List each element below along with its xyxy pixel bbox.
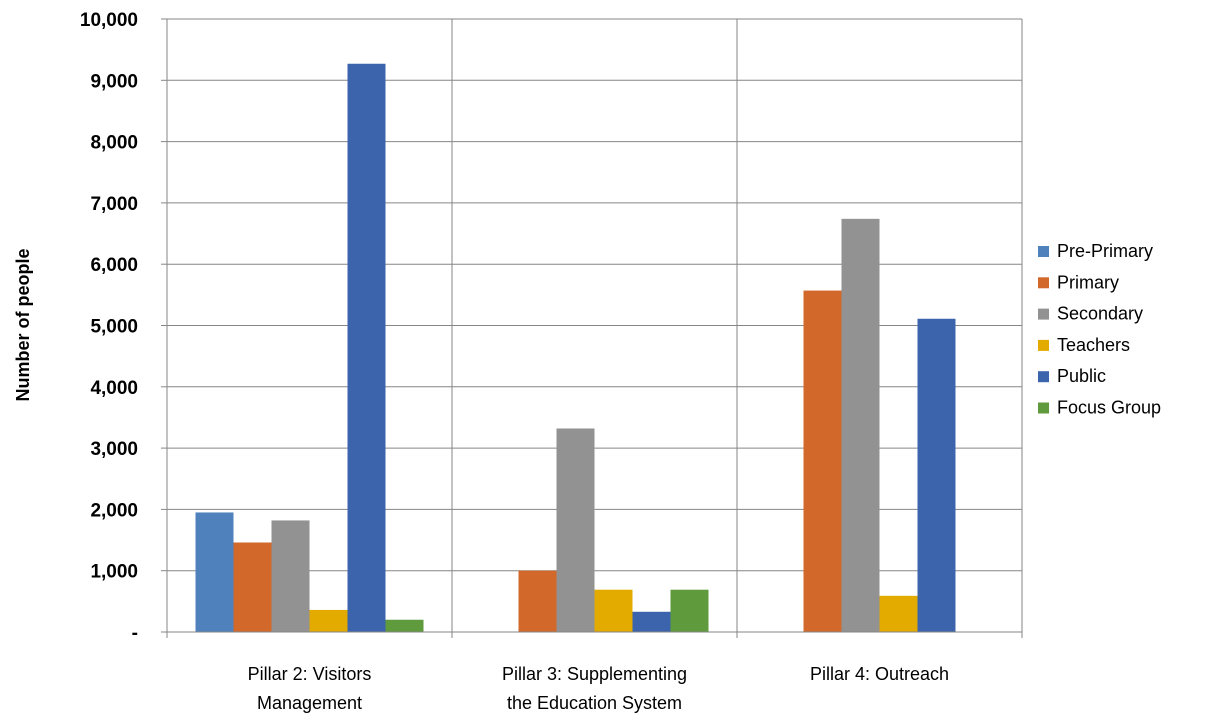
- bar-public: [632, 611, 671, 632]
- y-tick-label: 9,000: [90, 71, 138, 92]
- bar-teachers: [309, 609, 348, 632]
- x-category-label: Management: [257, 693, 362, 713]
- legend-swatch: [1038, 402, 1049, 414]
- y-tick-label: 2,000: [90, 500, 138, 521]
- y-tick-label: 7,000: [90, 194, 138, 215]
- legend-label: Teachers: [1057, 335, 1130, 355]
- legend-label: Secondary: [1057, 304, 1143, 324]
- bar-focus-group: [670, 589, 709, 632]
- legend-label: Primary: [1057, 272, 1119, 292]
- bar-pre-primary: [195, 512, 234, 632]
- bar-teachers: [879, 595, 918, 632]
- axes: [161, 18, 1023, 638]
- y-tick-label: 10,000: [80, 10, 138, 31]
- y-tick-label: 6,000: [90, 255, 138, 276]
- x-category-label: the Education System: [507, 693, 682, 713]
- legend-label: Focus Group: [1057, 398, 1161, 418]
- legend-label: Pre-Primary: [1057, 241, 1153, 261]
- x-category-label: Pillar 3: Supplementing: [502, 664, 687, 684]
- y-tick-label: -: [132, 623, 138, 644]
- bar-secondary: [556, 428, 595, 632]
- bars: [195, 63, 956, 632]
- y-tick-label: 5,000: [90, 317, 138, 338]
- bar-public: [347, 63, 386, 632]
- x-category-labels: Pillar 2: Visitors Management Pillar 3: Su…: [248, 664, 949, 713]
- legend: Pre-Primary Primary Secondary Teachers Publi…: [1038, 241, 1161, 418]
- bar-primary: [233, 542, 272, 632]
- bar-public: [917, 318, 956, 632]
- legend-swatch: [1038, 277, 1049, 289]
- bar-primary: [518, 570, 557, 632]
- legend-swatch: [1038, 339, 1049, 351]
- legend-label: Public: [1057, 366, 1106, 386]
- y-tick-labels: - 1,000 2,000 3,000 4,000 5,000 6,000 7,000 8,00…: [80, 10, 138, 644]
- y-tick-label: 1,000: [90, 562, 138, 583]
- y-tick-label: 8,000: [90, 133, 138, 154]
- legend-swatch: [1038, 246, 1049, 257]
- bar-teachers: [594, 589, 633, 632]
- y-tick-label: 4,000: [90, 378, 138, 399]
- legend-swatch: [1038, 371, 1049, 383]
- bar-primary: [803, 290, 842, 632]
- y-axis-title: Number of people: [13, 248, 33, 401]
- y-tick-label: 3,000: [90, 439, 138, 460]
- bar-secondary: [841, 218, 880, 632]
- bar-secondary: [271, 520, 310, 632]
- legend-swatch: [1038, 308, 1049, 320]
- x-category-label: Pillar 2: Visitors: [248, 664, 372, 684]
- x-category-label: Pillar 4: Outreach: [810, 664, 949, 684]
- bar-focus-group: [385, 619, 424, 632]
